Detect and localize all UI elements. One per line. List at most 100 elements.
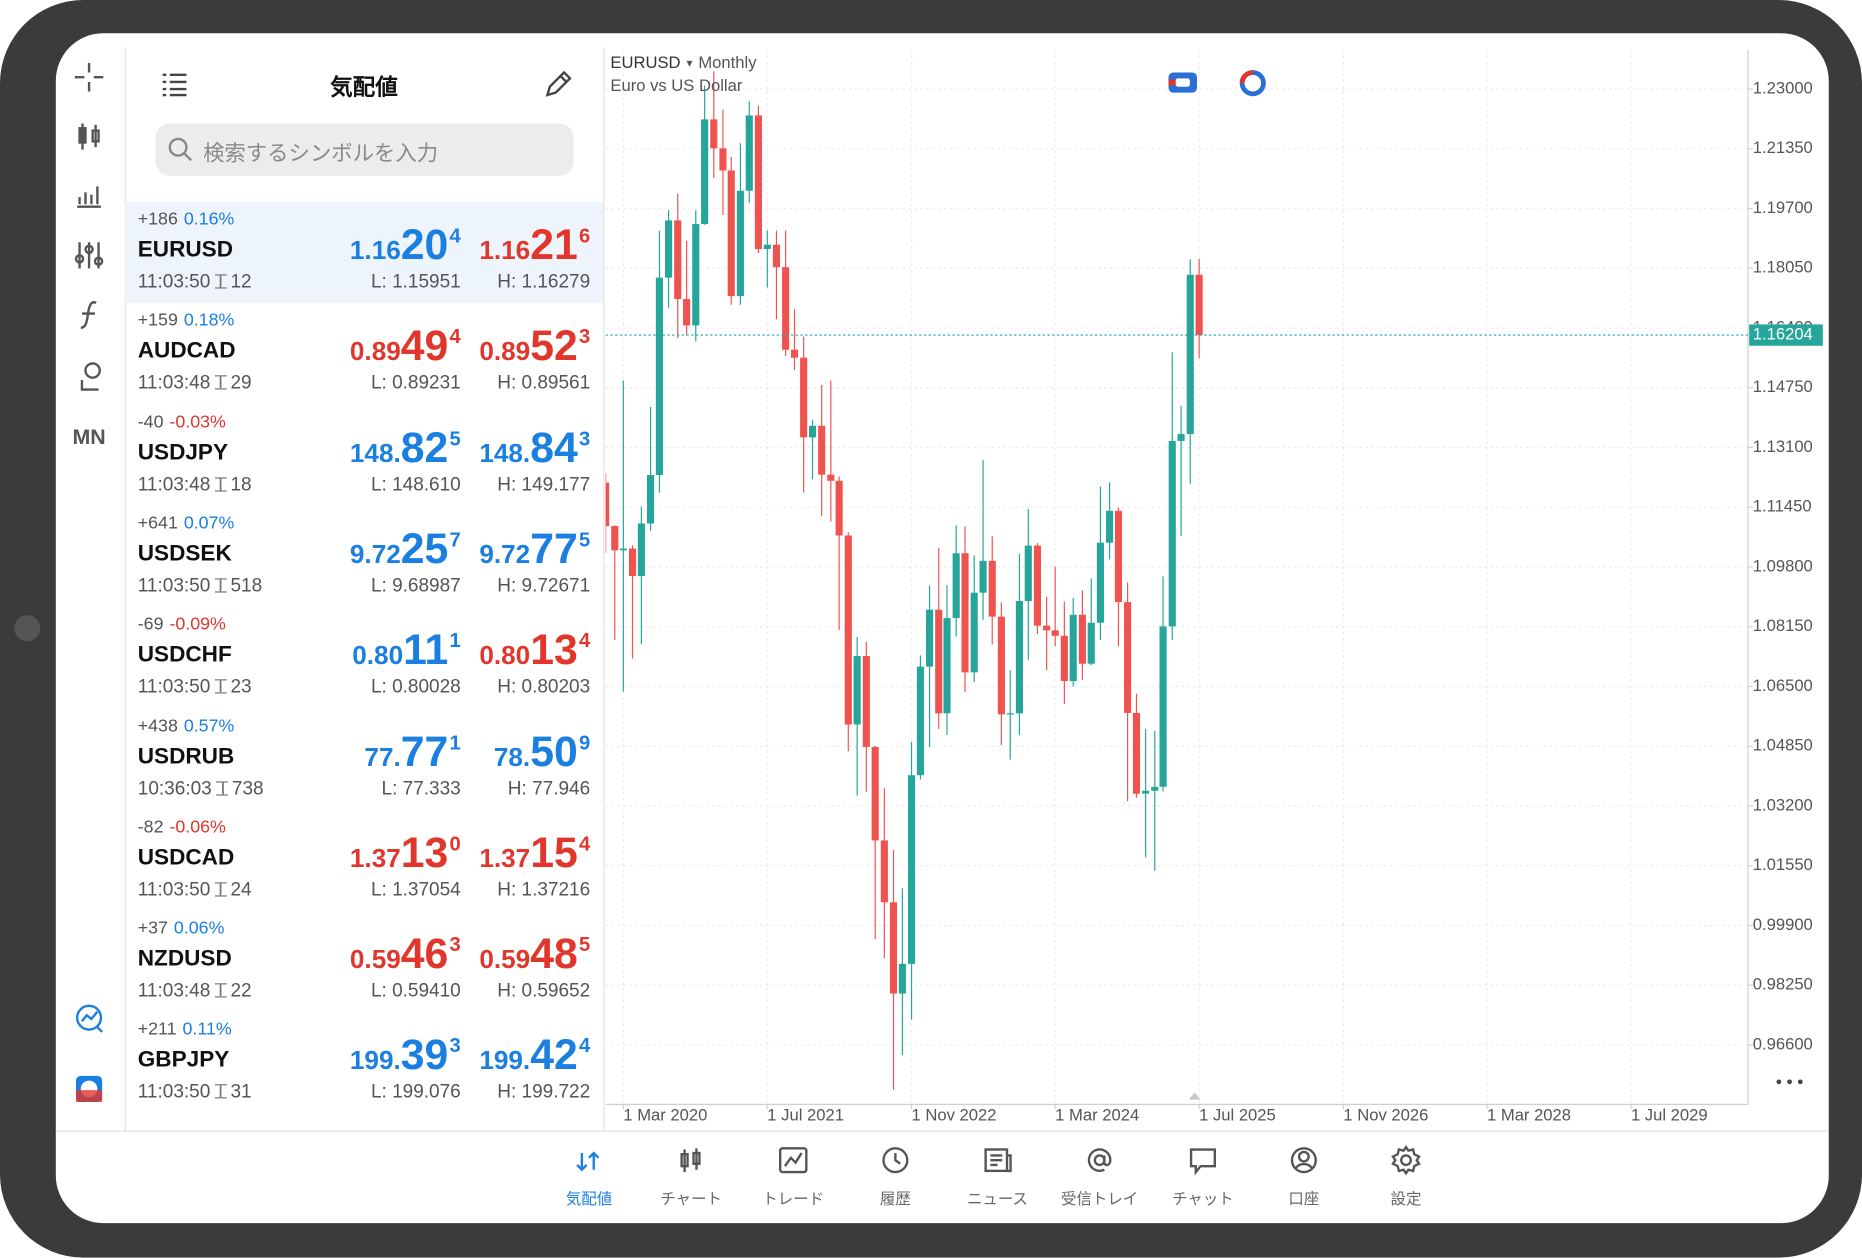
add-icon[interactable] (76, 1075, 103, 1102)
bid-price: 0.89494 (350, 322, 461, 379)
nav-item[interactable]: 履歴 (844, 1132, 946, 1225)
crosshair-icon[interactable] (74, 62, 104, 92)
x-tick-label: 1 Jul 2021 (767, 1106, 844, 1125)
bid-pips: 49 (400, 320, 449, 370)
spread: 12 (230, 271, 252, 293)
ask-fraction: 4 (578, 1034, 591, 1058)
symbol: USDJPY (137, 440, 229, 466)
nav-item[interactable]: チャート (640, 1132, 742, 1225)
bid-price: 148.825 (350, 423, 461, 480)
trade-icon[interactable] (1168, 72, 1198, 93)
bid-fraction: 3 (449, 1034, 461, 1058)
nav-label: 受信トレイ (1061, 1189, 1139, 1208)
candle-body (605, 482, 610, 527)
candle-body (790, 349, 799, 358)
bid-fraction: 1 (449, 629, 461, 653)
bid-pips: 82 (400, 422, 449, 471)
nav-item[interactable]: 口座 (1253, 1132, 1355, 1225)
bid-pips: 77 (400, 726, 449, 775)
more-icon[interactable] (1776, 1079, 1803, 1085)
candle-body (782, 267, 790, 350)
change-points: +37 (137, 918, 168, 939)
search-placeholder: 検索するシンボルを入力 (203, 141, 439, 166)
day-high: H: 149.177 (497, 474, 591, 495)
ask-price: 0.89523 (479, 322, 590, 379)
change-line: +438 0.57% (138, 715, 235, 735)
nav-icon (1087, 1148, 1112, 1172)
edit-icon[interactable] (543, 69, 574, 100)
search-box[interactable]: 検索するシンボルを入力 (155, 123, 574, 176)
nav-item[interactable]: チャット (1152, 1132, 1254, 1225)
candle-body (628, 548, 637, 577)
time: 11:03:50 (137, 1082, 211, 1103)
ask-price: 1.16216 (479, 220, 590, 278)
nav-label: チャット (1172, 1189, 1234, 1208)
candle-body (1168, 440, 1176, 627)
nav-label: 気配値 (565, 1189, 613, 1208)
quote-row[interactable]: +438 0.57% USDRUB 10:36:03 738 77.771 78.509 L:… (125, 708, 604, 809)
quote-row[interactable]: +211 0.11% GBPJPY 11:03:50 31 199.393 199.424 L… (125, 1012, 604, 1113)
timeframe-label[interactable]: MN (72, 425, 105, 449)
nav-item[interactable]: ニュース (946, 1132, 1048, 1225)
y-tick-label: 1.01550 (1753, 855, 1813, 874)
day-low: L: 148.610 (370, 474, 461, 495)
toolbar: MN (56, 47, 126, 1131)
spread: 518 (230, 575, 263, 596)
bid-pips: 20 (400, 219, 449, 269)
change-percent: 0.11% (182, 1019, 232, 1040)
signals-icon[interactable] (76, 1004, 103, 1033)
candle-body (907, 775, 916, 964)
symbol: USDSEK (137, 541, 232, 567)
quote-row[interactable]: +641 0.07% USDSEK 11:03:50 518 9.72257 9.72775… (125, 506, 604, 607)
nav-item[interactable]: 設定 (1355, 1132, 1457, 1225)
ask-fraction: 5 (578, 528, 591, 551)
candle-body (1186, 274, 1194, 435)
chart[interactable]: EURUSD ▾ Monthly Euro vs US Dollar 1.23000… (603, 48, 1829, 1131)
day-low: L: 1.15951 (370, 271, 461, 293)
ask-fraction: 6 (578, 224, 591, 247)
change-percent: 0.06% (173, 918, 225, 939)
bid-prefix: 9.72 (349, 538, 401, 569)
time: 11:03:50 (137, 677, 211, 698)
quotes-panel: 気配値 検索するシンボルを入力 (125, 47, 605, 1131)
candles-icon[interactable] (78, 123, 100, 150)
nav-icon (1189, 1148, 1216, 1176)
day-low: L: 0.59410 (370, 980, 461, 1002)
nav-item[interactable]: 気配値 (538, 1132, 640, 1225)
candle-body (1051, 630, 1059, 636)
bid-price: 199.393 (350, 1031, 461, 1088)
time-line: 11:03:48 22 (138, 981, 252, 1002)
settings-sliders-icon[interactable] (74, 242, 104, 269)
candle-body (943, 618, 951, 714)
nav-icon (882, 1147, 909, 1174)
bid-price: 0.80111 (352, 625, 460, 683)
function-icon[interactable] (80, 301, 97, 329)
change-percent: -0.03% (169, 411, 226, 432)
objects-icon[interactable] (80, 362, 101, 391)
one-click-icon[interactable] (1239, 70, 1266, 97)
quote-row[interactable]: -69 -0.09% USDCHF 11:03:50 23 0.80111 0.80134 L… (125, 607, 604, 708)
candle-body (835, 480, 843, 536)
nav-icon (1290, 1147, 1317, 1174)
day-low: L: 1.37054 (370, 879, 461, 900)
quote-row[interactable]: +186 0.16% EURUSD 11:03:50 12 1.16204 1.16216 L… (124, 201, 604, 303)
ask-pips: 13 (530, 624, 578, 674)
spread-icon (215, 882, 227, 897)
candles (605, 71, 1203, 1090)
nav-item[interactable]: 受信トレイ (1049, 1132, 1151, 1225)
candle-body (800, 357, 808, 438)
nav-item[interactable]: トレード (742, 1132, 844, 1225)
quote-row[interactable]: -40 -0.03% USDJPY 11:03:48 18 148.825 148.843 L… (125, 404, 604, 505)
quote-row[interactable]: -82 -0.06% USDCAD 11:03:50 24 1.37130 1.37154 L… (125, 810, 604, 911)
day-high: H: 1.37216 (497, 879, 591, 900)
quote-row[interactable]: +159 0.18% AUDCAD 11:03:48 29 0.89494 0.89523 L… (125, 303, 604, 404)
quote-row[interactable]: +37 0.06% NZDUSD 11:03:48 22 0.59463 0.59485 L:… (125, 911, 604, 1012)
candle-body (889, 902, 898, 994)
shift-marker[interactable] (1188, 1092, 1201, 1100)
toolbar-icons: MN (72, 62, 106, 1102)
list-icon[interactable] (160, 71, 189, 97)
candle-body (853, 656, 861, 725)
spread-icon (215, 578, 227, 593)
bid-prefix: 148. (349, 437, 401, 468)
indicators-icon[interactable] (77, 186, 101, 208)
